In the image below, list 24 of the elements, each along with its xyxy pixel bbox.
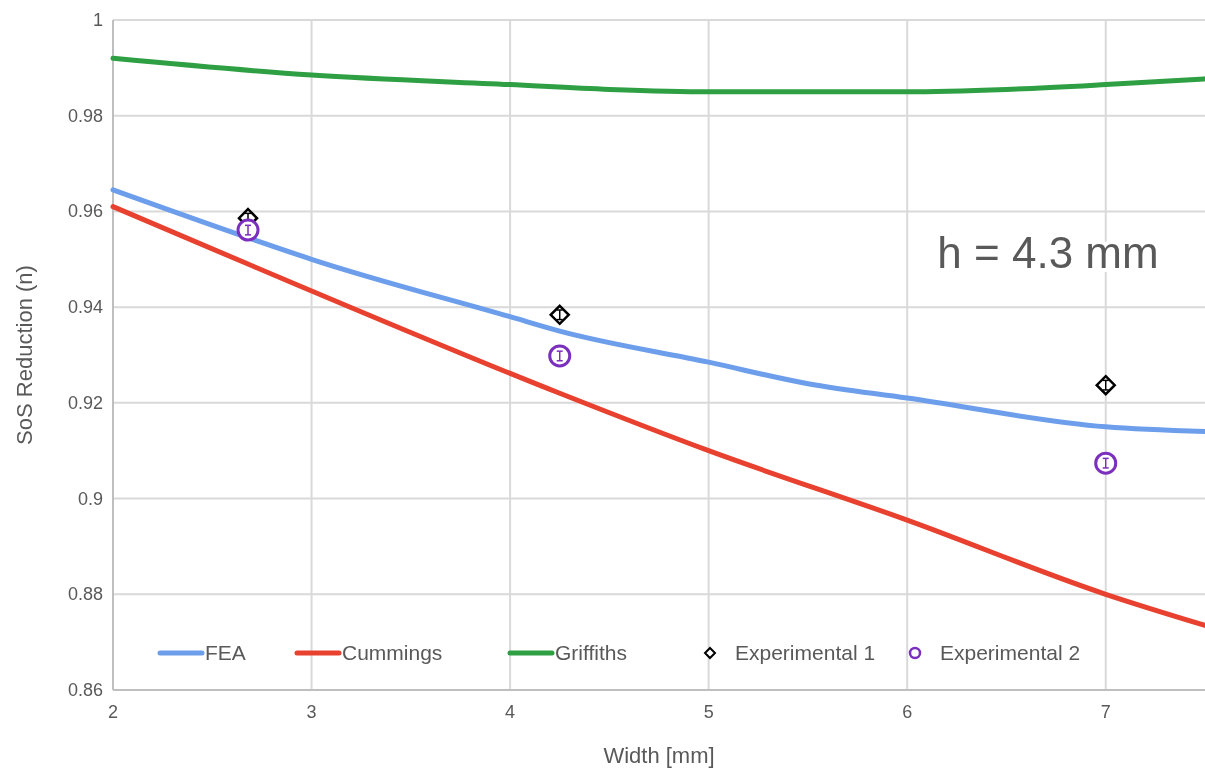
x-tick-label: 6 <box>902 702 913 722</box>
x-axis-title: Width [mm] <box>603 743 715 768</box>
x-tick-label: 7 <box>1100 702 1111 722</box>
x-tick-label: 5 <box>703 702 714 722</box>
legend-label: Griffiths <box>555 641 627 664</box>
y-tick-label: 0.98 <box>67 105 103 126</box>
legend-label: Cummings <box>342 641 443 664</box>
annotation: h = 4.3 mm <box>937 228 1159 277</box>
point <box>1094 451 1118 475</box>
y-tick-label: 0.94 <box>67 297 103 318</box>
legend-label: FEA <box>205 641 246 664</box>
y-tick-label: 0.86 <box>67 680 103 700</box>
y-axis-title: SoS Reduction (n) <box>12 265 37 445</box>
legend-label: Experimental 2 <box>940 641 1081 664</box>
y-tick-label: 0.88 <box>67 584 103 605</box>
x-tick-label: 2 <box>107 702 119 722</box>
legend-label: Experimental 1 <box>735 641 876 664</box>
x-tick-label: 4 <box>505 702 516 722</box>
y-tick-label: 0.92 <box>67 392 103 413</box>
x-tick-label: 3 <box>306 702 317 722</box>
y-tick-label: 0.9 <box>77 488 103 509</box>
point <box>548 344 572 368</box>
y-tick-label: 1 <box>92 10 103 30</box>
y-tick-label: 0.96 <box>67 201 103 222</box>
